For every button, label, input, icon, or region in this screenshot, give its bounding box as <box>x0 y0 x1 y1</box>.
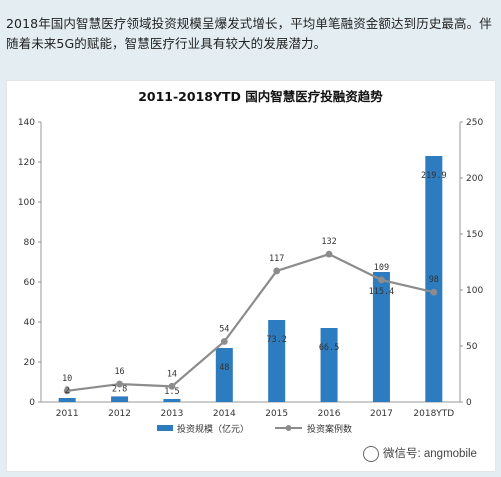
left-tick-label: 60 <box>24 278 36 288</box>
legend-label-bar: 投资规模（亿元） <box>177 423 249 435</box>
bar <box>372 272 390 402</box>
left-tick-label: 80 <box>24 238 36 248</box>
x-tick-label: 2016 <box>318 409 341 419</box>
bar <box>268 320 286 402</box>
line-data-label: 109 <box>374 263 389 273</box>
bar-data-label: 219.9 <box>421 171 447 181</box>
bar <box>215 348 233 402</box>
wechat-icon <box>363 445 379 462</box>
right-tick-label: 150 <box>466 230 483 240</box>
line-point <box>378 276 385 284</box>
line-data-label: 117 <box>269 254 284 264</box>
line-point <box>63 387 71 395</box>
line-point <box>273 267 281 275</box>
line-point <box>325 250 333 258</box>
line-point <box>116 380 123 388</box>
bar <box>111 396 129 402</box>
left-tick-label: 40 <box>24 318 36 328</box>
bar-data-label: 2.8 <box>112 384 127 394</box>
left-tick-label: 120 <box>18 158 35 168</box>
x-tick-label: 2014 <box>213 409 236 419</box>
right-tick-label: 250 <box>466 118 483 128</box>
line-data-label: 14 <box>167 369 177 379</box>
right-tick-label: 100 <box>466 286 483 296</box>
bar-data-label: 115.4 <box>369 287 395 297</box>
line-point <box>220 338 228 345</box>
left-tick-label: 0 <box>29 398 35 408</box>
x-tick-label: 2012 <box>108 409 131 419</box>
line-data-label: 10 <box>62 374 72 384</box>
bar <box>163 399 181 402</box>
line-data-label: 132 <box>321 237 336 247</box>
watermark: 微信号: angmobile <box>360 444 480 463</box>
bar-data-label: 1.5 <box>164 387 179 397</box>
right-tick-label: 50 <box>466 342 478 352</box>
line-data-label: 98 <box>429 275 439 285</box>
left-tick-label: 140 <box>18 118 35 128</box>
legend-swatch-bar <box>157 425 173 431</box>
bar-data-label: 2 <box>65 386 70 396</box>
bar-data-label: 66.5 <box>319 343 339 353</box>
x-tick-label: 2013 <box>160 409 183 419</box>
bar <box>320 328 338 402</box>
line-data-label: 54 <box>219 325 229 335</box>
right-tick-label: 200 <box>466 174 483 184</box>
x-tick-label: 2018YTD <box>413 409 454 419</box>
bar <box>58 398 76 402</box>
left-tick-label: 20 <box>24 358 36 368</box>
legend-marker-line <box>285 425 292 431</box>
x-tick-label: 2017 <box>370 409 393 419</box>
chart-title: 2011-2018YTD 国内智慧医疗投融资趋势 <box>138 89 383 104</box>
line-data-label: 16 <box>114 367 124 377</box>
line-point <box>430 288 438 296</box>
line-point <box>168 382 176 390</box>
chart-panel <box>6 80 496 472</box>
right-tick-label: 0 <box>466 398 472 408</box>
line-series <box>67 252 435 392</box>
left-tick-label: 100 <box>18 198 35 208</box>
legend-label-line: 投资案例数 <box>307 423 352 435</box>
x-tick-label: 2015 <box>265 409 288 419</box>
bar-data-label: 73.2 <box>266 335 286 345</box>
watermark-text: 微信号: angmobile <box>383 448 477 460</box>
bar-data-label: 48 <box>219 363 229 373</box>
bar <box>425 156 443 402</box>
x-tick-label: 2011 <box>56 409 79 419</box>
intro-paragraph: 2018年国内智慧医疗领域投资规模呈爆发式增长，平均单笔融资金额达到历史最高。伴… <box>6 16 492 51</box>
